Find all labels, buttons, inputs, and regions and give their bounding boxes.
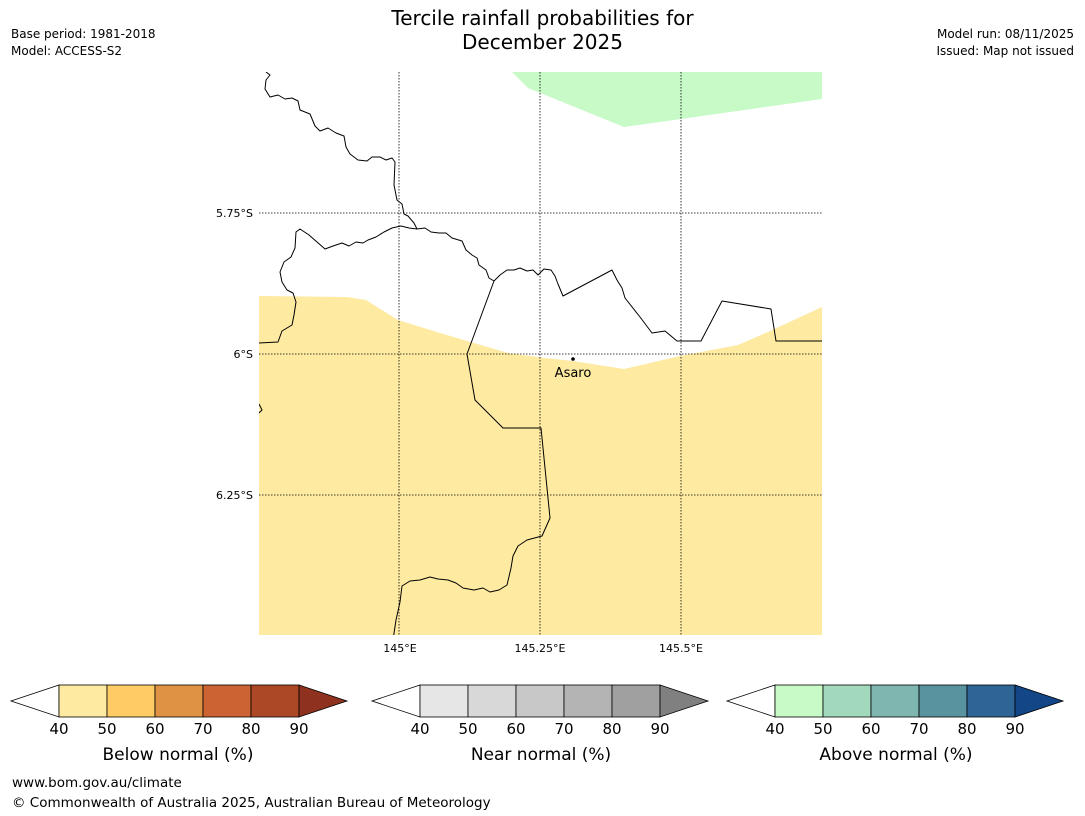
colorbar-below-tick-70: 70 — [193, 720, 212, 738]
map-area — [259, 72, 822, 635]
border-line — [393, 280, 551, 635]
colorbar-near-segment-70 — [563, 684, 613, 718]
meta-left: Base period: 1981-2018 Model: ACCESS-S2 — [11, 26, 156, 60]
colorbar-below-segment-50 — [106, 684, 156, 718]
colorbar-above-segment-40 — [774, 684, 824, 718]
model-run-text: Model run: 08/11/2025 — [936, 27, 1074, 41]
colorbar-below-segment-40 — [58, 684, 108, 718]
model-text: Model: ACCESS-S2 — [11, 44, 123, 58]
meta-right: Model run: 08/11/2025 Issued: Map not is… — [936, 26, 1074, 60]
colorbar-above-tick-50: 50 — [813, 720, 832, 738]
colorbar-near-tick-70: 70 — [554, 720, 573, 738]
colorbar-near-segment-50 — [467, 684, 517, 718]
colorbar-above-segment-80 — [966, 684, 1016, 718]
colorbar-above-segment-50 — [822, 684, 872, 718]
colorbar-below: 40 50 60 70 80 90 — [9, 684, 349, 738]
colorbar-below-tick-90: 90 — [289, 720, 308, 738]
colorbar-above-high-extension — [1014, 684, 1065, 718]
colorbar-above-segment-70 — [918, 684, 968, 718]
colorbar-near-high-extension — [659, 684, 710, 718]
colorbar-label-above: Above normal (%) — [819, 745, 973, 765]
lat-label-6: 6°S — [234, 348, 253, 361]
colorbar-near-segment-40 — [419, 684, 469, 718]
colorbar-below-segment-60 — [154, 684, 204, 718]
lat-label-6.25: 6.25°S — [216, 489, 253, 502]
colorbar-below-tick-60: 60 — [145, 720, 164, 738]
place-label-asaro: Asaro — [555, 366, 592, 381]
above-normal-region — [512, 72, 822, 127]
colorbar-above-low-extension — [725, 684, 776, 718]
colorbar-near-tick-80: 80 — [602, 720, 621, 738]
colorbar-above-tick-60: 60 — [861, 720, 880, 738]
coastline-north — [264, 72, 418, 230]
colorbar-near-low-extension — [370, 684, 421, 718]
colorbar-above: 40 50 60 70 80 90 — [725, 684, 1065, 738]
colorbar-below-segment-70 — [202, 684, 252, 718]
colorbar-below-tick-80: 80 — [241, 720, 260, 738]
colorbar-near-tick-60: 60 — [506, 720, 525, 738]
lon-label-145.5: 145.5°E — [659, 642, 703, 655]
colorbar-near-segment-80 — [611, 684, 661, 718]
colorbar-above-tick-40: 40 — [765, 720, 784, 738]
colorbar-above-tick-90: 90 — [1005, 720, 1024, 738]
footer-url: www.bom.gov.au/climate — [12, 775, 182, 791]
colorbar-below-segment-80 — [250, 684, 300, 718]
coastline — [259, 72, 822, 635]
colorbar-label-near: Near normal (%) — [470, 745, 612, 765]
colorbar-above-segment-60 — [870, 684, 920, 718]
colorbar-label-below: Below normal (%) — [102, 745, 254, 765]
colorbar-above-tick-80: 80 — [957, 720, 976, 738]
asaro-marker — [571, 357, 575, 361]
coastline-mid — [259, 225, 822, 344]
colorbar-below-tick-50: 50 — [97, 720, 116, 738]
colorbar-near-tick-90: 90 — [650, 720, 669, 738]
base-period-text: Base period: 1981-2018 — [11, 27, 156, 41]
title-line-2: December 2025 — [462, 30, 623, 54]
colorbar-near-segment-60 — [515, 684, 565, 718]
colorbar-above-tick-70: 70 — [909, 720, 928, 738]
colorbars: 40 50 60 70 80 90 40 50 60 70 80 90 40 50 60 70 80 90 — [9, 684, 1065, 738]
colorbar-below-low-extension — [9, 684, 60, 718]
map-title: Tercile rainfall probabilities for Decem… — [0, 6, 1085, 54]
footer-copyright: © Commonwealth of Australia 2025, Austra… — [12, 795, 491, 811]
title-line-1: Tercile rainfall probabilities for — [391, 6, 694, 30]
colorbar-near-tick-50: 50 — [458, 720, 477, 738]
lon-label-145.25: 145.25°E — [515, 642, 566, 655]
graticule — [259, 72, 822, 635]
lon-label-145: 145°E — [383, 642, 416, 655]
colorbar-below-high-extension — [298, 684, 349, 718]
coastline-west-fragment — [259, 403, 263, 414]
colorbar-near-tick-40: 40 — [410, 720, 429, 738]
lat-label-5.75: 5.75°S — [216, 207, 253, 220]
colorbar-below-tick-40: 40 — [49, 720, 68, 738]
colorbar-near: 40 50 60 70 80 90 — [370, 684, 710, 738]
issued-text: Issued: Map not issued — [936, 44, 1074, 58]
